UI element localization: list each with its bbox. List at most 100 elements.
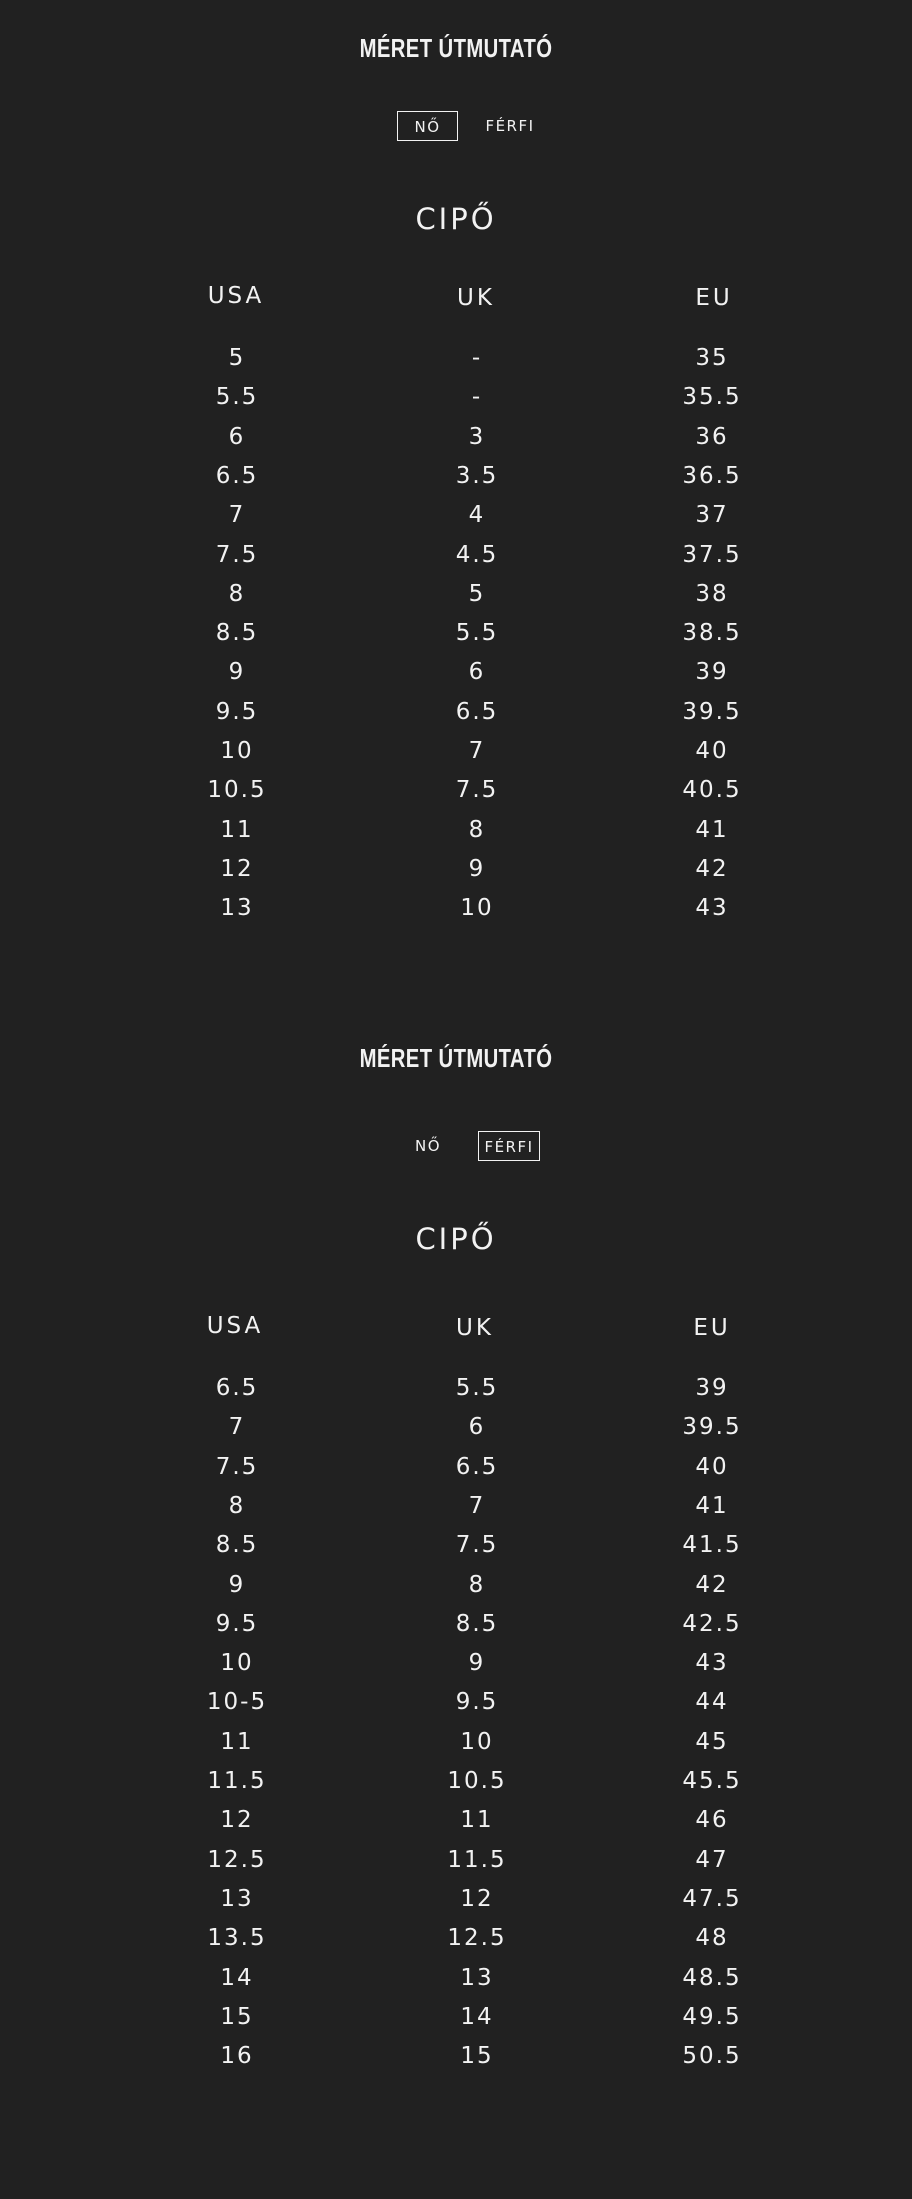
size-cell-uk: 5.5 [455,1375,499,1401]
category-heading: CIPŐ [415,202,497,236]
size-cell-eu: 41 [695,1492,729,1519]
size-cell-usa: 11 [220,816,254,843]
tab-women[interactable]: NŐ [397,111,458,141]
size-cell-eu: 49.5 [682,2003,742,2030]
size-cell-eu: 38 [695,580,729,607]
size-cell-uk: 5.5 [455,620,499,647]
size-cell-uk: 7.5 [455,777,499,804]
size-cell-usa: 5.5 [215,384,259,411]
size-cell-eu: 48 [695,1925,729,1952]
size-cell-eu: 36 [695,423,729,450]
size-cell-eu: 37 [695,502,729,529]
size-cell-usa: 12 [220,855,254,882]
column-header-usa: USA [207,283,265,309]
size-cell-usa: 6.5 [215,1375,259,1401]
size-cell-usa: 9 [228,659,246,686]
size-cell-uk: 15 [460,2043,494,2070]
size-cell-uk: 6.5 [455,1453,499,1480]
size-cell-eu: 39 [695,1375,729,1401]
column-header-eu: EU [693,1315,731,1341]
size-cell-uk: 3 [468,423,486,450]
size-cell-eu: 44 [695,1689,729,1716]
size-cell-uk: - [471,345,483,371]
size-cell-uk: 3.5 [455,462,499,489]
size-cell-uk: 9 [468,855,486,882]
size-cell-eu: 40.5 [682,777,742,804]
size-cell-usa: 15 [220,2003,254,2030]
size-cell-usa: 7.5 [215,1453,259,1480]
size-cell-usa: 9.5 [215,698,259,725]
size-guide-title: MÉRET ÚTMUTATÓ [359,33,553,63]
size-cell-usa: 11.5 [207,1768,267,1794]
size-cell-uk: 12.5 [447,1925,507,1952]
size-cell-eu: 40 [695,738,729,764]
size-cell-uk: 9.5 [455,1689,499,1716]
size-cell-uk: - [471,384,483,411]
size-cell-usa: 10 [220,1650,254,1677]
size-cell-eu: 36.5 [682,462,742,489]
size-cell-uk: 13 [460,1964,494,1991]
size-cell-eu: 37.5 [682,541,742,568]
size-cell-usa: 10-5 [206,1689,268,1716]
size-cell-eu: 35 [695,345,729,371]
size-cell-usa: 8.5 [215,1532,259,1559]
size-cell-eu: 47.5 [682,1885,742,1912]
size-cell-usa: 8 [228,1492,246,1519]
column-header-uk: UK [456,1315,494,1341]
size-cell-eu: 45 [695,1728,729,1755]
size-cell-eu: 43 [695,1650,729,1677]
size-cell-uk: 10.5 [447,1768,507,1794]
size-cell-eu: 48.5 [682,1964,742,1991]
size-cell-eu: 40 [695,1453,729,1480]
tab-women[interactable]: NŐ [414,1137,442,1155]
size-cell-usa: 6 [228,423,246,450]
size-cell-usa: 9.5 [215,1610,259,1637]
size-cell-usa: 16 [220,2043,254,2070]
size-cell-eu: 47 [695,1846,729,1873]
size-cell-eu: 39.5 [682,1414,742,1441]
size-cell-uk: 6 [468,1414,486,1441]
size-cell-usa: 10 [220,738,254,764]
size-cell-uk: 7 [468,1492,486,1519]
size-cell-usa: 8.5 [215,620,259,647]
size-cell-eu: 45.5 [682,1768,742,1794]
size-cell-eu: 39 [695,659,729,686]
category-heading: CIPŐ [415,1222,497,1256]
size-cell-eu: 41.5 [682,1532,742,1559]
size-cell-eu: 38.5 [682,620,742,647]
size-cell-uk: 4.5 [455,541,499,568]
size-cell-eu: 50.5 [682,2043,742,2070]
size-cell-eu: 41 [695,816,729,843]
size-cell-usa: 11 [220,1728,254,1755]
size-cell-usa: 7 [228,1414,246,1441]
size-guide-title: MÉRET ÚTMUTATÓ [359,1043,553,1073]
size-cell-usa: 5 [228,345,246,371]
size-cell-uk: 12 [460,1885,494,1912]
size-cell-usa: 13.5 [207,1925,267,1952]
size-cell-uk: 14 [460,2003,494,2030]
size-cell-usa: 7 [228,502,246,529]
size-cell-uk: 8 [468,816,486,843]
size-cell-usa: 9 [228,1571,246,1598]
size-cell-uk: 10 [460,1728,494,1755]
size-cell-uk: 11 [460,1807,494,1834]
tab-men[interactable]: FÉRFI [485,117,535,135]
size-cell-uk: 11.5 [447,1846,507,1873]
size-cell-uk: 7 [468,738,486,764]
column-header-uk: UK [457,285,495,311]
size-cell-usa: 12.5 [207,1846,267,1873]
size-cell-eu: 42 [695,855,729,882]
size-cell-uk: 5 [468,580,486,607]
size-cell-uk: 8 [468,1571,486,1598]
size-cell-eu: 46 [695,1807,729,1834]
column-header-eu: EU [695,285,733,311]
tab-men[interactable]: FÉRFI [478,1131,540,1161]
size-cell-uk: 9 [468,1650,486,1677]
size-cell-eu: 39.5 [682,698,742,725]
size-cell-uk: 10 [460,895,494,922]
size-cell-eu: 35.5 [682,384,742,411]
size-cell-eu: 43 [695,895,729,922]
size-cell-usa: 14 [220,1964,254,1991]
size-cell-usa: 7.5 [215,541,259,568]
size-cell-usa: 8 [228,580,246,607]
